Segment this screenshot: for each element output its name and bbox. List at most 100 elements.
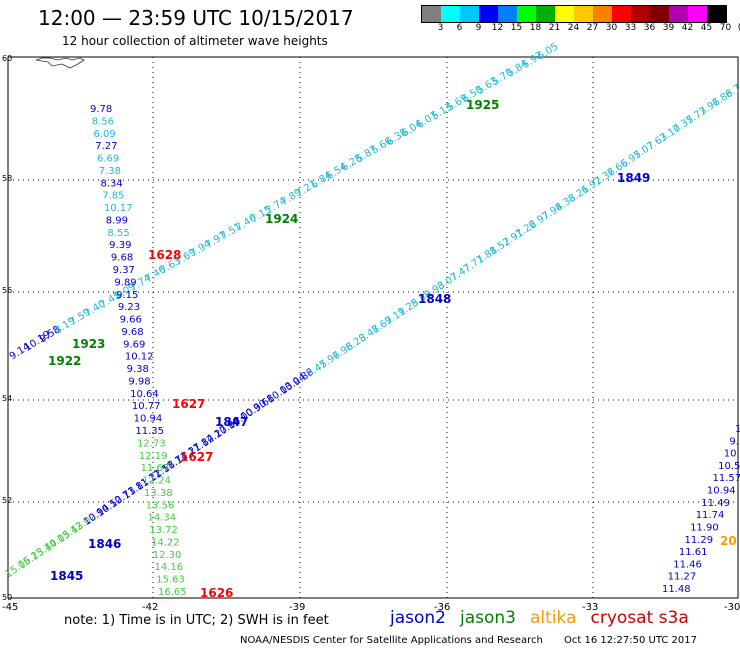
swh-value: 8.99 bbox=[106, 215, 128, 226]
map-frame bbox=[7, 56, 739, 599]
swh-value: 9.98 bbox=[128, 376, 150, 387]
legend-swatch bbox=[460, 6, 479, 22]
lat-label: 54 bbox=[2, 394, 13, 403]
legend-swatch bbox=[612, 6, 631, 22]
swh-value: 6.05 bbox=[536, 41, 561, 62]
swh-value: 9.68 bbox=[121, 327, 143, 338]
color-legend bbox=[421, 5, 727, 23]
track-time-label: 1923 bbox=[72, 337, 105, 351]
swh-value: 9.39 bbox=[109, 240, 131, 251]
swh-value: 13.38 bbox=[144, 488, 173, 499]
lon-label: -30 bbox=[724, 602, 740, 613]
swh-value: 9.37 bbox=[113, 265, 135, 276]
satellite-legend: jason2 jason3 altika cryosat s3a bbox=[390, 608, 703, 628]
swh-value: 9.38 bbox=[127, 364, 149, 375]
swh-value: 12.19 bbox=[139, 451, 168, 462]
swh-value: 11.90 bbox=[690, 522, 719, 533]
swh-value: 10.77 bbox=[132, 401, 161, 412]
legend-swatch bbox=[555, 6, 574, 22]
swh-value: 12.73 bbox=[137, 438, 166, 449]
satellite-name: altika bbox=[530, 608, 577, 628]
swh-value: 11.67 bbox=[141, 463, 170, 474]
swh-value: 9.68 bbox=[111, 253, 133, 264]
swh-value: 8.34 bbox=[100, 178, 122, 189]
timestamp: Oct 16 12:27:50 UTC 2017 bbox=[564, 635, 697, 646]
legend-swatch bbox=[498, 6, 517, 22]
track-time-label: 1627 bbox=[180, 450, 213, 464]
legend-value: 9 bbox=[475, 23, 482, 33]
swh-value: 6.69 bbox=[97, 154, 119, 165]
swh-value: 16.65 bbox=[158, 587, 187, 598]
swh-value: 15.63 bbox=[156, 575, 185, 586]
swh-value: 10.94 bbox=[707, 486, 736, 497]
track-time-label: 20 bbox=[720, 534, 737, 548]
swh-value: 8.55 bbox=[107, 228, 129, 239]
swh-value: 10.12 bbox=[125, 352, 154, 363]
legend-swatch bbox=[441, 6, 460, 22]
swh-value: 14.34 bbox=[148, 513, 177, 524]
swh-value: 9.15 bbox=[116, 290, 138, 301]
legend-value: 45 bbox=[700, 23, 713, 33]
swh-value: 12.30 bbox=[153, 550, 182, 561]
swh-value: 7.38 bbox=[99, 166, 121, 177]
swh-value: 13.72 bbox=[149, 525, 178, 536]
swh-value: 9.78 bbox=[90, 104, 112, 115]
legend-value: 12 bbox=[491, 23, 504, 33]
legend-value: 3 bbox=[437, 23, 444, 33]
swh-value: 10.17 bbox=[104, 203, 133, 214]
page-subtitle: 12 hour collection of altimeter wave hei… bbox=[62, 34, 328, 48]
lat-label: 50 bbox=[2, 593, 13, 602]
track-time-label: 1846 bbox=[88, 537, 121, 551]
page-title: 12:00 — 23:59 UTC 10/15/2017 bbox=[38, 6, 354, 30]
track-time-label: 1845 bbox=[50, 569, 83, 583]
swh-value: 10. bbox=[735, 424, 740, 435]
legend-swatch bbox=[517, 6, 536, 22]
lon-label: -39 bbox=[289, 602, 306, 613]
swh-value: 9.89 bbox=[114, 277, 136, 288]
legend-swatch bbox=[422, 6, 441, 22]
track-time-label: 1922 bbox=[48, 354, 81, 368]
legend-value: 42 bbox=[681, 23, 694, 33]
legend-swatch bbox=[631, 6, 650, 22]
legend-value: 33 bbox=[624, 23, 637, 33]
lat-label: 56 bbox=[2, 286, 13, 295]
swh-value: 8.56 bbox=[92, 116, 114, 127]
track-time-label: 1849 bbox=[617, 171, 650, 185]
swh-value: 13.56 bbox=[146, 500, 175, 511]
swh-value: 10.3 bbox=[724, 449, 740, 460]
swh-value: 11.48 bbox=[662, 584, 691, 595]
swh-value: 9.23 bbox=[118, 302, 140, 313]
lat-label: 52 bbox=[2, 496, 13, 505]
swh-value: 14.16 bbox=[155, 562, 184, 573]
lon-label: -42 bbox=[142, 602, 159, 613]
track-time-label: 1925 bbox=[466, 98, 499, 112]
swh-value: 7.27 bbox=[95, 141, 117, 152]
swh-value: 9.69 bbox=[123, 339, 145, 350]
legend-swatch bbox=[707, 6, 726, 22]
legend-value: (ft) bbox=[735, 23, 740, 33]
legend-swatch bbox=[688, 6, 707, 22]
legend-swatch bbox=[479, 6, 498, 22]
swh-value: 7.85 bbox=[102, 191, 124, 202]
swh-value: 9. bbox=[729, 436, 739, 447]
swh-value: 9.66 bbox=[120, 315, 142, 326]
swh-value: 6.09 bbox=[93, 129, 115, 140]
swh-value: 11.29 bbox=[684, 535, 713, 546]
legend-value: 39 bbox=[662, 23, 675, 33]
legend-value: 6 bbox=[456, 23, 463, 33]
swh-value: 10.53 bbox=[718, 461, 740, 472]
legend-swatch bbox=[650, 6, 669, 22]
satellite-name: cryosat s3a bbox=[590, 608, 689, 628]
swh-value: 11.57 bbox=[713, 473, 740, 484]
legend-value: 70 bbox=[719, 23, 732, 33]
legend-value: 30 bbox=[605, 23, 618, 33]
swh-value: 11.74 bbox=[696, 510, 725, 521]
legend-value: 15 bbox=[510, 23, 523, 33]
legend-value: 36 bbox=[643, 23, 656, 33]
swh-value: 11.49 bbox=[701, 498, 730, 509]
lon-label: -45 bbox=[2, 602, 19, 613]
legend-value: 24 bbox=[567, 23, 580, 33]
footnote: note: 1) Time is in UTC; 2) SWH is in fe… bbox=[64, 613, 329, 628]
satellite-name: jason3 bbox=[460, 608, 516, 628]
